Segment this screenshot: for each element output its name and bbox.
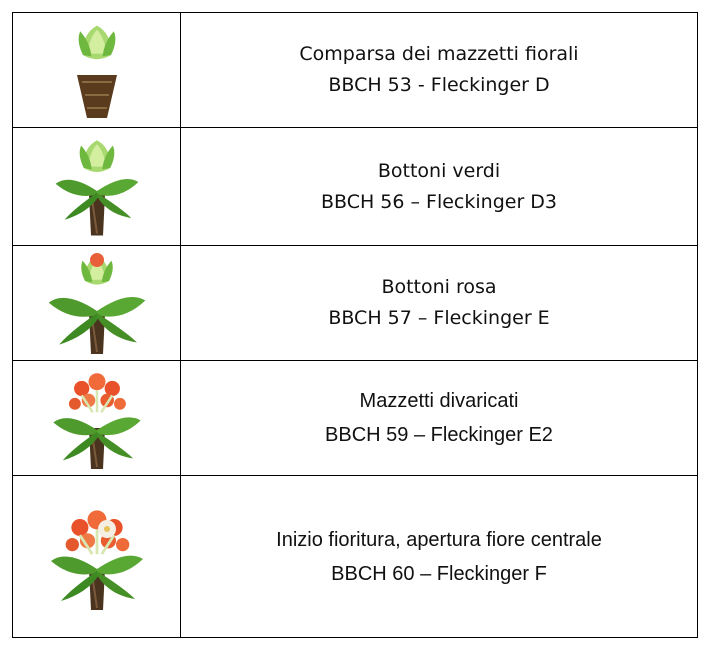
- image-cell: [12, 360, 181, 476]
- image-cell: [12, 475, 181, 638]
- phase-code: BBCH 56 – Fleckinger D3: [320, 190, 558, 213]
- table-row: Bottoni rosa BBCH 57 – Fleckinger E: [12, 245, 698, 361]
- phase-name: Comparsa dei mazzetti fiorali: [299, 43, 579, 65]
- text-cell: Inizio fioritura, apertura fiore central…: [180, 475, 698, 638]
- phase-code: BBCH 53 - Fleckinger D: [328, 74, 550, 96]
- table-row: Mazzetti divaricati BBCH 59 – Fleckinger…: [12, 360, 698, 476]
- phase-name: Mazzetti divaricati: [359, 390, 519, 412]
- flower-center: [103, 526, 110, 532]
- plant-image: [76, 25, 117, 118]
- phase-code: BBCH 60 – Fleckinger F: [331, 562, 547, 585]
- plant-image: [48, 253, 145, 355]
- plant-image: [55, 139, 138, 237]
- phase-table: Comparsa dei mazzetti fiorali BBCH 53 - …: [12, 12, 698, 638]
- phase-name: Inizio fioritura, apertura fiore central…: [276, 528, 602, 551]
- table-row: Bottoni verdi BBCH 56 – Fleckinger D3: [12, 127, 698, 246]
- text-cell: Bottoni verdi BBCH 56 – Fleckinger D3: [180, 127, 698, 246]
- image-cell: [12, 12, 181, 128]
- image-cell: [12, 245, 181, 361]
- table-row: Comparsa dei mazzetti fiorali BBCH 53 - …: [12, 12, 698, 128]
- text-cell: Mazzetti divaricati BBCH 59 – Fleckinger…: [180, 360, 698, 476]
- plant-image: [52, 371, 141, 470]
- plant-image: [50, 508, 143, 611]
- phase-code: BBCH 59 – Fleckinger E2: [325, 424, 553, 446]
- phase-name: Bottoni rosa: [381, 276, 497, 298]
- text-cell: Bottoni rosa BBCH 57 – Fleckinger E: [180, 245, 698, 361]
- bud: [89, 253, 104, 267]
- text-cell: Comparsa dei mazzetti fiorali BBCH 53 - …: [180, 12, 698, 128]
- table-row: Inizio fioritura, apertura fiore central…: [12, 475, 698, 638]
- phase-name: Bottoni verdi: [377, 159, 501, 182]
- phase-code: BBCH 57 – Fleckinger E: [328, 307, 550, 329]
- image-cell: [12, 127, 181, 246]
